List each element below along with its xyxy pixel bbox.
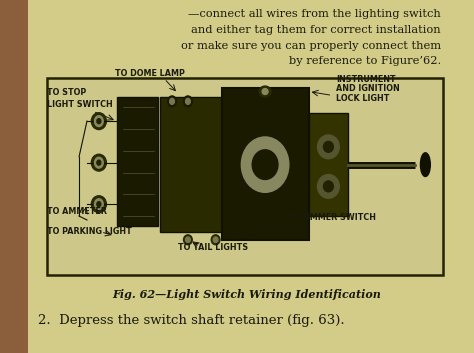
Ellipse shape: [185, 98, 190, 104]
Bar: [221, 88, 309, 240]
Ellipse shape: [94, 199, 103, 210]
Text: 2.  Depress the switch shaft retainer (fig. 63).: 2. Depress the switch shaft retainer (fi…: [38, 314, 345, 327]
Ellipse shape: [97, 119, 101, 124]
Text: LOCK LIGHT: LOCK LIGHT: [337, 94, 390, 103]
Ellipse shape: [183, 96, 192, 107]
Text: LIGHT SWITCH: LIGHT SWITCH: [47, 100, 113, 109]
Ellipse shape: [94, 157, 103, 168]
Ellipse shape: [323, 181, 333, 192]
Text: TO AMMETER: TO AMMETER: [47, 207, 107, 216]
Text: TO STOP: TO STOP: [47, 89, 87, 97]
Text: INSTRUMENT: INSTRUMENT: [337, 74, 396, 84]
Ellipse shape: [185, 237, 190, 243]
Text: —connect all wires from the lighting switch: —connect all wires from the lighting swi…: [188, 9, 441, 19]
Text: Fig. 62—Light Switch Wiring Identification: Fig. 62—Light Switch Wiring Identificati…: [112, 289, 381, 300]
Bar: [0, 0, 28, 353]
Ellipse shape: [91, 113, 106, 130]
Ellipse shape: [259, 86, 271, 97]
Ellipse shape: [241, 137, 289, 192]
Text: or make sure you can properly connect them: or make sure you can properly connect th…: [181, 41, 441, 50]
Ellipse shape: [262, 89, 268, 95]
Ellipse shape: [168, 96, 176, 107]
Ellipse shape: [420, 153, 430, 176]
Bar: [309, 113, 348, 216]
Ellipse shape: [211, 235, 220, 245]
Ellipse shape: [97, 160, 101, 165]
Ellipse shape: [183, 235, 192, 245]
Ellipse shape: [94, 116, 103, 127]
Bar: [160, 97, 221, 232]
Text: TO DIMMER SWITCH: TO DIMMER SWITCH: [285, 213, 376, 222]
Text: by reference to Figure’62.: by reference to Figure’62.: [289, 56, 441, 66]
Ellipse shape: [252, 150, 278, 179]
Text: TO PARKING LIGHT: TO PARKING LIGHT: [47, 227, 132, 236]
Ellipse shape: [318, 135, 339, 159]
Ellipse shape: [91, 154, 106, 171]
Text: and either tag them for correct installation: and either tag them for correct installa…: [191, 25, 441, 35]
Bar: [117, 97, 158, 226]
Ellipse shape: [323, 142, 333, 152]
Ellipse shape: [91, 196, 106, 213]
Ellipse shape: [170, 98, 174, 104]
Ellipse shape: [97, 202, 101, 207]
Bar: [47, 78, 443, 275]
Text: TO DOME LAMP: TO DOME LAMP: [115, 69, 185, 78]
Text: TO TAIL LIGHTS: TO TAIL LIGHTS: [178, 243, 248, 252]
Ellipse shape: [213, 237, 218, 243]
Ellipse shape: [318, 174, 339, 198]
Text: AND IGNITION: AND IGNITION: [337, 84, 400, 94]
